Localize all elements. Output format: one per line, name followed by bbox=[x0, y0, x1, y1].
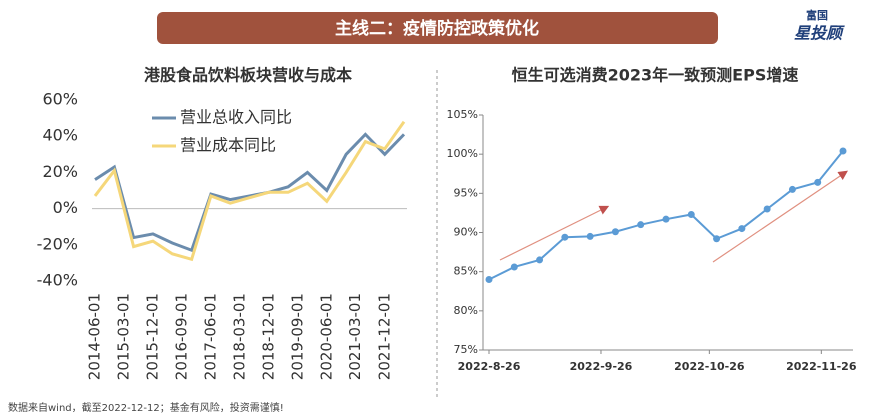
point-marker bbox=[839, 147, 847, 155]
point-marker bbox=[485, 276, 493, 283]
series-line bbox=[93, 120, 406, 262]
x-tick-label: 2015-03-01 bbox=[114, 293, 132, 380]
chart-title: 恒生可选消费2023年一致预测EPS增速 bbox=[512, 66, 799, 85]
x-tick-label: 2018-03-01 bbox=[230, 293, 248, 380]
legend-label: 营业总收入同比 bbox=[180, 108, 292, 127]
x-tick-label: 2018-12-01 bbox=[259, 293, 277, 380]
point-marker bbox=[662, 215, 670, 223]
y-tick-label: 105% bbox=[447, 108, 478, 121]
logo-main: 星投顾 bbox=[794, 24, 845, 43]
series-line bbox=[94, 132, 406, 253]
point-marker bbox=[788, 185, 796, 193]
y-tick-label: 20% bbox=[42, 162, 78, 181]
logo-top: 富国 bbox=[806, 8, 828, 22]
trend-arrow bbox=[499, 205, 610, 261]
x-tick-label: 2022-9-26 bbox=[570, 360, 633, 373]
chart-title: 港股食品饮料板块营收与成本 bbox=[144, 66, 352, 85]
y-tick-label: 95% bbox=[454, 186, 478, 199]
point-marker bbox=[763, 205, 771, 213]
x-tick-label: 2020-06-01 bbox=[317, 293, 335, 380]
footer-note: 数据来自wind，截至2022-12-12；基金有风险，投资需谨慎! bbox=[8, 401, 284, 414]
y-tick-label: -20% bbox=[37, 234, 78, 253]
point-marker bbox=[814, 178, 822, 186]
x-tick-label: 2015-12-01 bbox=[143, 293, 161, 380]
legend-label: 营业成本同比 bbox=[180, 136, 276, 155]
point-marker bbox=[738, 225, 746, 233]
x-tick-label: 2021-12-01 bbox=[375, 293, 393, 380]
y-tick-label: 60% bbox=[42, 90, 78, 109]
x-tick-label: 2022-11-26 bbox=[786, 360, 857, 373]
x-tick-label: 2022-10-26 bbox=[674, 360, 745, 373]
y-tick-label: 40% bbox=[42, 126, 78, 145]
y-tick-label: -40% bbox=[37, 271, 78, 290]
point-marker bbox=[687, 210, 695, 218]
x-tick-label: 2017-06-01 bbox=[201, 293, 219, 380]
y-tick-label: 100% bbox=[447, 147, 478, 160]
y-tick-label: 75% bbox=[454, 343, 478, 356]
point-marker bbox=[713, 235, 721, 243]
point-marker bbox=[611, 228, 619, 236]
point-marker bbox=[586, 232, 594, 240]
x-tick-label: 2019-09-01 bbox=[288, 293, 306, 380]
trend-arrow bbox=[712, 170, 848, 263]
x-tick-label: 2016-09-01 bbox=[173, 293, 191, 380]
y-tick-label: 90% bbox=[454, 226, 478, 239]
point-marker bbox=[637, 221, 645, 229]
y-tick-label: 85% bbox=[454, 265, 478, 278]
point-marker bbox=[536, 256, 544, 264]
x-tick-label: 2022-8-26 bbox=[458, 360, 521, 373]
point-marker bbox=[561, 233, 569, 241]
header-title: 主线二：疫情防控政策优化 bbox=[335, 18, 539, 39]
x-tick-label: 2014-06-01 bbox=[86, 293, 104, 380]
y-tick-label: 80% bbox=[454, 304, 478, 317]
x-tick-label: 2021-03-01 bbox=[346, 293, 364, 380]
point-marker bbox=[510, 263, 518, 271]
y-tick-label: 0% bbox=[53, 198, 78, 217]
header-banner bbox=[157, 12, 718, 44]
